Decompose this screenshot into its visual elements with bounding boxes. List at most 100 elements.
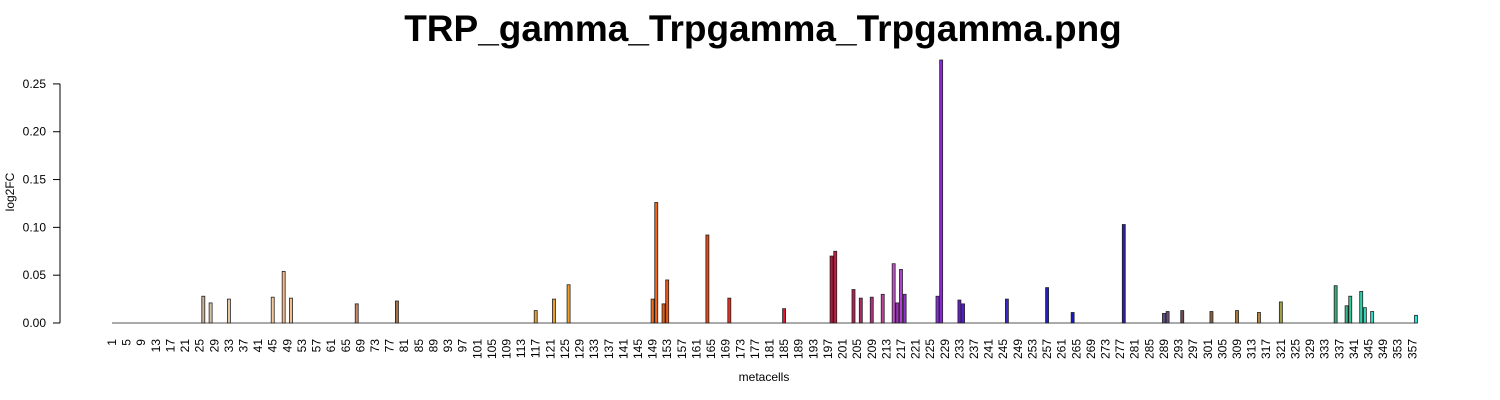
- bar: [650, 298, 655, 324]
- y-tick-label: 0.10: [23, 220, 47, 234]
- x-tick-label: 21: [178, 339, 192, 353]
- x-tick-label: 253: [1025, 339, 1039, 359]
- x-tick-label: 145: [631, 339, 645, 359]
- x-tick-label: 213: [879, 339, 893, 359]
- bar: [1370, 311, 1375, 324]
- x-tick-label: 189: [792, 339, 806, 359]
- x-tick-label: 317: [1259, 339, 1273, 359]
- x-tick-label: 77: [383, 339, 397, 353]
- x-tick-label: 121: [543, 339, 557, 359]
- bar: [354, 303, 359, 324]
- bar: [1005, 298, 1009, 324]
- bar: [226, 298, 231, 324]
- bar: [1414, 314, 1418, 324]
- bar: [891, 263, 896, 324]
- x-tick-label: 149: [646, 339, 660, 359]
- bar: [1333, 285, 1338, 324]
- x-tick-label: 53: [295, 339, 309, 353]
- x-tick-label: 197: [821, 339, 835, 359]
- bar: [895, 302, 900, 324]
- bar: [1359, 291, 1364, 324]
- y-axis-label: log2FC: [3, 172, 17, 211]
- x-tick-label: 97: [456, 339, 470, 353]
- x-tick-label: 73: [368, 339, 382, 353]
- bar: [939, 59, 944, 324]
- x-tick-label: 129: [573, 339, 587, 359]
- x-tick-label: 125: [558, 339, 572, 359]
- bar: [899, 269, 903, 324]
- bar: [289, 297, 293, 324]
- x-tick-label: 117: [529, 339, 543, 358]
- x-tick-label: 65: [339, 339, 353, 353]
- bar: [201, 295, 206, 324]
- y-tick-label: 0.05: [23, 268, 47, 282]
- bar: [552, 298, 556, 324]
- x-tick-label: 233: [952, 339, 966, 359]
- y-axis: 0.00 0.05 0.10 0.15 0.20 0.25: [23, 77, 61, 330]
- x-tick-label: 137: [602, 339, 616, 359]
- bar: [851, 289, 856, 324]
- x-tick-label: 345: [1362, 339, 1376, 359]
- bars: [201, 59, 1418, 324]
- bar: [782, 308, 786, 324]
- bar: [858, 297, 863, 324]
- bar: [869, 296, 874, 324]
- x-tick-label: 5: [120, 339, 134, 346]
- x-tick-label: 37: [236, 339, 250, 353]
- x-tick-label: 229: [938, 339, 952, 359]
- x-tick-label: 93: [441, 339, 455, 353]
- bar: [961, 303, 965, 324]
- bar: [957, 299, 962, 324]
- bar: [566, 284, 571, 324]
- x-tick-label: 281: [1128, 339, 1142, 359]
- x-tick-label: 41: [251, 339, 265, 353]
- x-tick-label: 249: [1011, 339, 1025, 359]
- x-tick-label: 173: [733, 339, 747, 359]
- x-tick-label: 337: [1332, 339, 1346, 359]
- x-tick-label: 13: [149, 339, 163, 353]
- x-tick-label: 265: [1069, 339, 1083, 359]
- x-tick-label: 81: [397, 339, 411, 353]
- x-tick-label: 49: [280, 339, 294, 353]
- x-tick-label: 269: [1084, 339, 1098, 359]
- x-tick-label: 61: [324, 339, 338, 353]
- bar: [1278, 301, 1283, 324]
- x-tick-label: 261: [1055, 339, 1069, 359]
- x-tick-label: 341: [1347, 339, 1361, 359]
- bar: [1045, 287, 1049, 324]
- x-tick-label: 257: [1040, 339, 1054, 359]
- bar: [1348, 295, 1353, 324]
- x-tick-label: 57: [310, 339, 324, 353]
- x-tick-label: 169: [719, 339, 733, 359]
- x-tick-label: 309: [1230, 339, 1244, 359]
- y-tick-label: 0.20: [23, 125, 47, 139]
- x-tick-label: 293: [1172, 339, 1186, 359]
- x-tick-label: 321: [1274, 339, 1288, 359]
- chart-title: TRP_gamma_Trpgamma_Trpgamma.png: [404, 8, 1122, 49]
- x-tick-label: 297: [1186, 339, 1200, 359]
- x-tick-label: 237: [967, 339, 981, 359]
- x-tick-label: 313: [1245, 339, 1259, 359]
- bar: [833, 250, 838, 324]
- x-tick-label: 33: [222, 339, 236, 353]
- bar: [1121, 224, 1126, 324]
- x-tick-label: 177: [748, 339, 762, 359]
- x-tick-label: 277: [1113, 339, 1127, 359]
- x-tick-label: 217: [894, 339, 908, 359]
- x-tick-label: 329: [1303, 339, 1317, 359]
- bar: [1070, 312, 1075, 324]
- x-tick-label: 353: [1391, 339, 1405, 359]
- x-tick-label: 101: [470, 339, 484, 359]
- x-tick-label: 221: [909, 339, 923, 359]
- x-tick-label: 9: [134, 339, 148, 346]
- bar: [533, 310, 538, 324]
- x-tick-label: 161: [689, 339, 703, 359]
- x-tick-label: 185: [777, 339, 791, 359]
- bar: [829, 255, 834, 324]
- x-tick-label: 273: [1099, 339, 1113, 359]
- x-tick-label: 165: [704, 339, 718, 359]
- bar: [665, 279, 670, 324]
- x-tick-label: 349: [1376, 339, 1390, 359]
- x-tick-label: 289: [1157, 339, 1171, 359]
- bar: [727, 297, 732, 324]
